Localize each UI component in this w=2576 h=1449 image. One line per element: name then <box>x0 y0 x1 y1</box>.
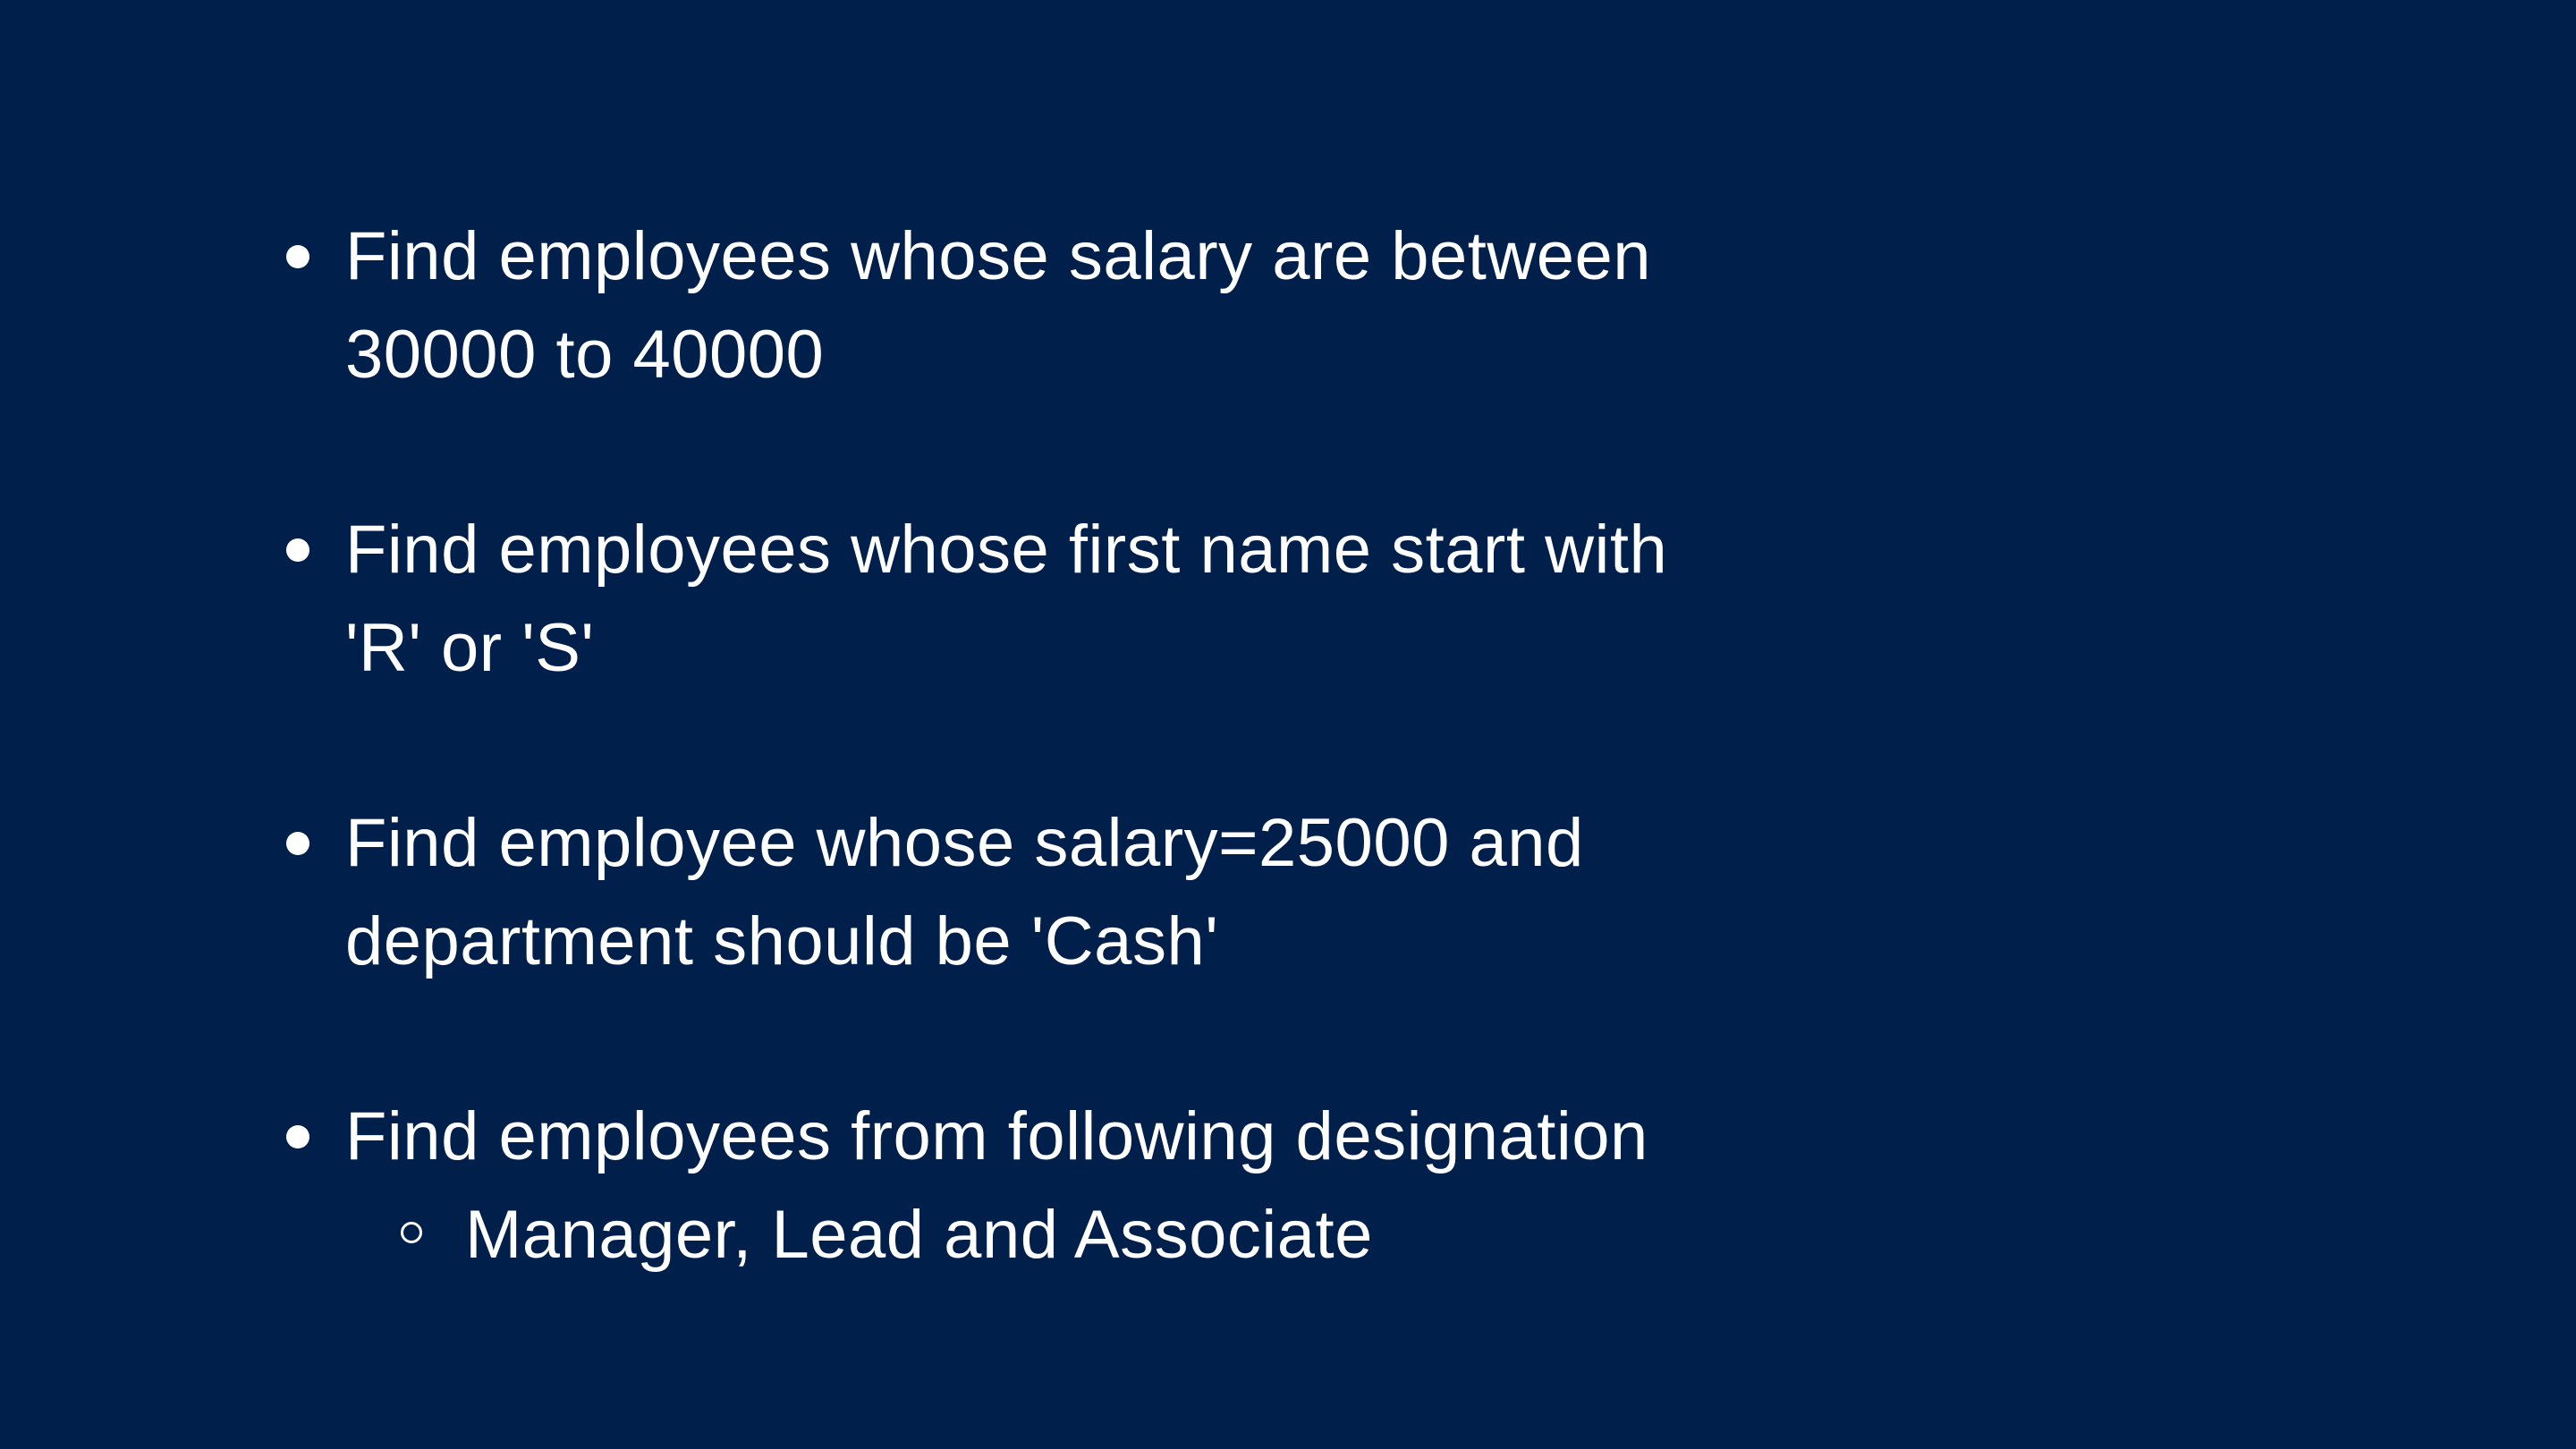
hollow-circle-bullet-icon <box>401 1222 422 1243</box>
bullet-text-line: 30000 to 40000 <box>345 317 825 393</box>
bullet-item-salary-department: Find employee whose salary=25000 and dep… <box>286 794 1919 991</box>
bullet-text-line: Find employees whose first name start wi… <box>345 512 1668 588</box>
bullet-item-salary-range: Find employees whose salary are between … <box>286 208 1919 404</box>
sub-bullet-text: Manager, Lead and Associate <box>465 1197 1373 1273</box>
bullet-text-line: Find employees from following designatio… <box>345 1098 1648 1174</box>
bullet-dot-icon <box>286 832 309 855</box>
sub-bullet-item: Manager, Lead and Associate <box>401 1186 1919 1284</box>
bullet-text-line: Find employees whose salary are between <box>345 218 1652 294</box>
bullet-item-designation: Find employees from following designatio… <box>286 1088 1919 1284</box>
bullet-dot-icon <box>286 245 309 268</box>
bullet-dot-icon <box>286 538 309 562</box>
bullet-text-line: department should be 'Cash' <box>345 903 1219 979</box>
bullet-dot-icon <box>286 1125 309 1148</box>
bullet-text-line: 'R' or 'S' <box>345 610 595 686</box>
bullet-item-first-name: Find employees whose first name start wi… <box>286 501 1919 698</box>
bullet-text-line: Find employee whose salary=25000 and <box>345 805 1584 881</box>
